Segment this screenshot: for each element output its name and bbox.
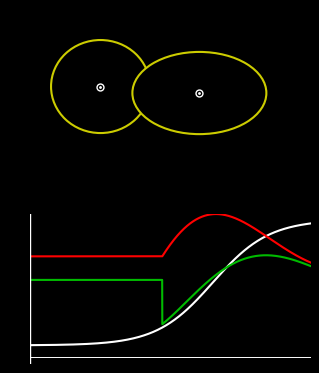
Ellipse shape	[132, 52, 266, 134]
Ellipse shape	[51, 40, 150, 133]
